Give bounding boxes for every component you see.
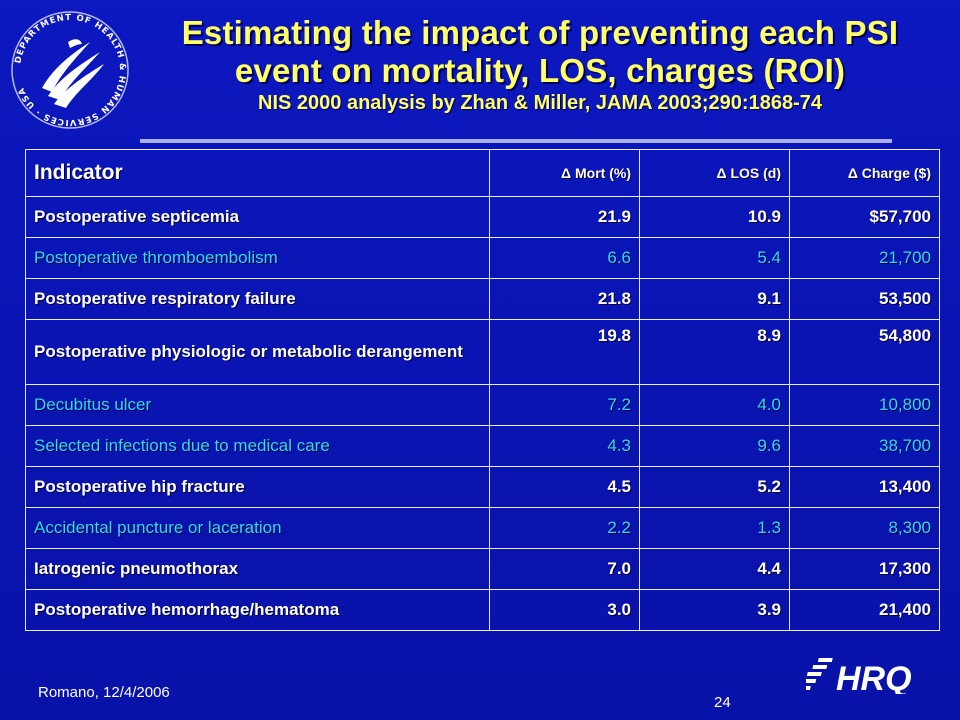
table-row: Postoperative respiratory failure 21.8 9… [25,278,940,320]
ahrq-logo-text: HRQ [836,660,912,694]
svg-text:DEPARTMENT OF HEALTH & HUMAN S: DEPARTMENT OF HEALTH & HUMAN SERVICES · … [13,13,127,127]
indicator-cell: Postoperative physiologic or metabolic d… [25,319,490,385]
table-row: Postoperative thromboembolism 6.6 5.4 21… [25,237,940,279]
los-cell: 8.9 [639,319,790,385]
indicator-cell: Postoperative respiratory failure [25,278,490,320]
charge-cell: 17,300 [789,548,940,590]
mortality-cell: 19.8 [489,319,640,385]
mortality-cell: 6.6 [489,237,640,279]
los-cell: 10.9 [639,196,790,238]
charge-cell: 38,700 [789,425,940,467]
indicator-cell: Postoperative thromboembolism [25,237,490,279]
charge-cell: 8,300 [789,507,940,549]
mortality-cell: 21.8 [489,278,640,320]
charge-cell: 10,800 [789,384,940,426]
indicator-cell: Iatrogenic pneumothorax [25,548,490,590]
table-header-row: Indicator Δ Mort (%) Δ LOS (d) Δ Charge … [25,149,940,197]
title-block: Estimating the impact of preventing each… [140,14,940,116]
indicator-cell: Postoperative hip fracture [25,466,490,508]
psi-impact-table: Indicator Δ Mort (%) Δ LOS (d) Δ Charge … [25,149,940,631]
table-row: Postoperative hip fracture 4.5 5.2 13,40… [25,466,940,508]
table-row: Selected infections due to medical care … [25,425,940,467]
charge-cell: 53,500 [789,278,940,320]
los-cell: 9.6 [639,425,790,467]
seal-text: DEPARTMENT OF HEALTH & HUMAN SERVICES · … [13,13,126,127]
header-indicator: Indicator [25,149,490,197]
table-row: Postoperative septicemia 21.9 10.9 $57,7… [25,196,940,238]
table-row: Postoperative physiologic or metabolic d… [25,319,940,385]
indicator-cell: Decubitus ulcer [25,384,490,426]
indicator-cell: Postoperative septicemia [25,196,490,238]
los-cell: 4.0 [639,384,790,426]
mortality-cell: 7.0 [489,548,640,590]
los-cell: 5.2 [639,466,790,508]
los-cell: 9.1 [639,278,790,320]
charge-cell: 21,700 [789,237,940,279]
indicator-cell: Accidental puncture or laceration [25,507,490,549]
table-row: Postoperative hemorrhage/hematoma 3.0 3.… [25,589,940,631]
charge-cell: $57,700 [789,196,940,238]
charge-cell: 54,800 [789,319,940,385]
los-cell: 1.3 [639,507,790,549]
header-los: Δ LOS (d) [639,149,790,197]
mortality-cell: 21.9 [489,196,640,238]
mortality-cell: 3.0 [489,589,640,631]
header-charge: Δ Charge ($) [789,149,940,197]
slide-title-line-2: event on mortality, LOS, charges (ROI) [234,52,846,89]
mortality-cell: 7.2 [489,384,640,426]
hhs-seal-logo: DEPARTMENT OF HEALTH & HUMAN SERVICES · … [11,11,129,129]
table-row: Accidental puncture or laceration 2.2 1.… [25,507,940,549]
mortality-cell: 2.2 [489,507,640,549]
los-cell: 4.4 [639,548,790,590]
los-cell: 3.9 [639,589,790,631]
footer-author-date: Romano, 12/4/2006 [38,684,170,701]
page-number: 24 [714,694,731,711]
title-divider [140,139,892,143]
charge-cell: 21,400 [789,589,940,631]
mortality-cell: 4.3 [489,425,640,467]
header-mortality: Δ Mort (%) [489,149,640,197]
indicator-cell: Selected infections due to medical care [25,425,490,467]
table-row: Iatrogenic pneumothorax 7.0 4.4 17,300 [25,548,940,590]
mortality-cell: 4.5 [489,466,640,508]
slide-title-line-1: Estimating the impact of preventing each… [181,14,899,51]
charge-cell: 13,400 [789,466,940,508]
ahrq-logo: HRQ [806,658,912,694]
los-cell: 5.4 [639,237,790,279]
indicator-cell: Postoperative hemorrhage/hematoma [25,589,490,631]
table-row: Decubitus ulcer 7.2 4.0 10,800 [25,384,940,426]
slide-subtitle: NIS 2000 analysis by Zhan & Miller, JAMA… [258,92,822,114]
